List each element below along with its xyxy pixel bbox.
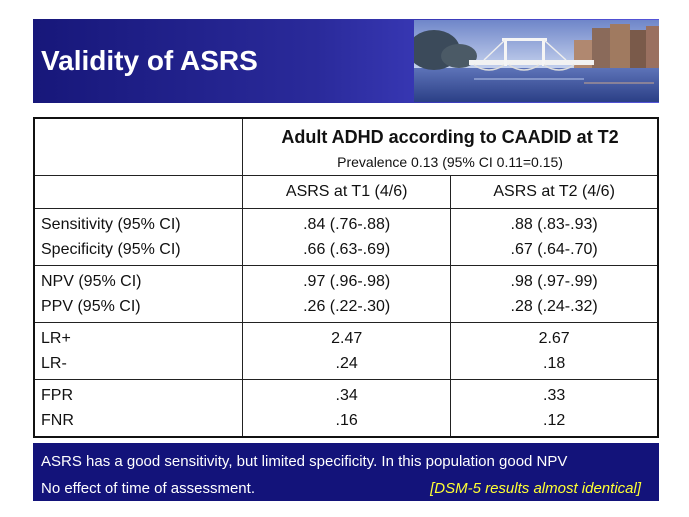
empty-label-cell — [33, 175, 244, 209]
row-label: FPR — [41, 387, 73, 404]
title-bar: Validity of ASRS — [33, 19, 659, 103]
row-label: PPV (95% CI) — [41, 298, 141, 315]
t2-value: .28 (.24-.32) — [510, 298, 598, 315]
t1-value: .24 — [335, 355, 358, 372]
bridge-photo — [414, 20, 659, 102]
t1-value: .97 (.96-.98) — [303, 273, 391, 290]
row-label: LR- — [41, 355, 67, 372]
col-header-t2: ASRS at T2 (4/6) — [450, 175, 659, 209]
t1-value: .26 (.22-.30) — [303, 298, 391, 315]
table-row: Sensitivity (95% CI) Specificity (95% CI… — [33, 208, 659, 266]
summary-line-1: ASRS has a good sensitivity, but limited… — [41, 453, 568, 470]
t1-value: .34 — [335, 387, 358, 404]
table-row: NPV (95% CI) PPV (95% CI) .97 (.96-.98) … — [33, 265, 659, 323]
row-label: Sensitivity (95% CI) — [41, 216, 181, 233]
slide-title: Validity of ASRS — [41, 45, 258, 76]
table-header: Adult ADHD according to CAADID at T2 Pre… — [242, 117, 659, 176]
table-row: FPR FNR .34 .16 .33 .12 — [33, 379, 659, 438]
empty-corner-cell — [33, 117, 244, 176]
dsm5-note: [DSM-5 results almost identical] — [430, 480, 641, 497]
t1-value: .16 — [335, 412, 358, 429]
row-label: Specificity (95% CI) — [41, 241, 181, 258]
summary-line-2: No effect of time of assessment. — [41, 480, 255, 497]
t1-value: 2.47 — [331, 330, 363, 347]
t2-value: .33 — [543, 387, 566, 404]
row-label: NPV (95% CI) — [41, 273, 142, 290]
t1-value: .66 (.63-.69) — [303, 241, 391, 258]
row-label: FNR — [41, 412, 74, 429]
t2-value: .12 — [543, 412, 566, 429]
t2-value: .67 (.64-.70) — [510, 241, 598, 258]
col-header-t1: ASRS at T1 (4/6) — [242, 175, 452, 209]
validity-table: Adult ADHD according to CAADID at T2 Pre… — [33, 117, 659, 438]
t2-value: .98 (.97-.99) — [510, 273, 598, 290]
table-row: LR+ LR- 2.47 .24 2.67 .18 — [33, 322, 659, 380]
t2-value: .88 (.83-.93) — [510, 216, 598, 233]
t1-value: .84 (.76-.88) — [303, 216, 391, 233]
header-main: Adult ADHD according to CAADID at T2 — [281, 126, 619, 147]
row-label: LR+ — [41, 330, 71, 347]
t2-value: 2.67 — [538, 330, 570, 347]
header-sub: Prevalence 0.13 (95% CI 0.11=0.15) — [337, 153, 563, 170]
t2-value: .18 — [543, 355, 566, 372]
summary-box: ASRS has a good sensitivity, but limited… — [33, 443, 659, 501]
